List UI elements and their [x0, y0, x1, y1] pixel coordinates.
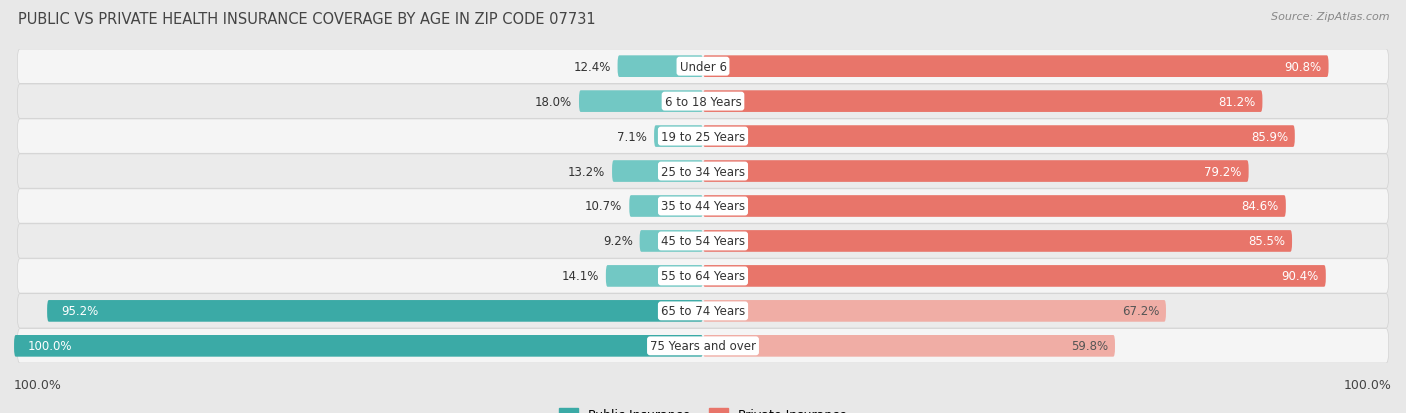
- FancyBboxPatch shape: [703, 266, 1326, 287]
- FancyBboxPatch shape: [703, 230, 1292, 252]
- FancyBboxPatch shape: [17, 50, 1389, 84]
- Text: 100.0%: 100.0%: [14, 378, 62, 391]
- FancyBboxPatch shape: [617, 56, 703, 78]
- FancyBboxPatch shape: [579, 91, 703, 113]
- FancyBboxPatch shape: [14, 335, 703, 357]
- FancyBboxPatch shape: [17, 329, 1389, 363]
- Text: 18.0%: 18.0%: [534, 95, 572, 108]
- FancyBboxPatch shape: [703, 56, 1329, 78]
- Text: 9.2%: 9.2%: [603, 235, 633, 248]
- Legend: Public Insurance, Private Insurance: Public Insurance, Private Insurance: [554, 404, 852, 413]
- FancyBboxPatch shape: [48, 300, 703, 322]
- FancyBboxPatch shape: [630, 196, 703, 217]
- Text: 67.2%: 67.2%: [1122, 305, 1159, 318]
- Text: 95.2%: 95.2%: [60, 305, 98, 318]
- Text: 19 to 25 Years: 19 to 25 Years: [661, 130, 745, 143]
- Text: 59.8%: 59.8%: [1071, 339, 1108, 352]
- Text: 55 to 64 Years: 55 to 64 Years: [661, 270, 745, 283]
- Text: 14.1%: 14.1%: [561, 270, 599, 283]
- Text: 90.8%: 90.8%: [1285, 61, 1322, 74]
- FancyBboxPatch shape: [17, 259, 1389, 293]
- Text: 81.2%: 81.2%: [1218, 95, 1256, 108]
- FancyBboxPatch shape: [703, 161, 1249, 183]
- Text: 79.2%: 79.2%: [1205, 165, 1241, 178]
- FancyBboxPatch shape: [654, 126, 703, 147]
- Text: 65 to 74 Years: 65 to 74 Years: [661, 305, 745, 318]
- Text: 84.6%: 84.6%: [1241, 200, 1279, 213]
- Text: Under 6: Under 6: [679, 61, 727, 74]
- Text: 100.0%: 100.0%: [28, 339, 72, 352]
- Text: 85.9%: 85.9%: [1251, 130, 1288, 143]
- FancyBboxPatch shape: [17, 224, 1389, 259]
- FancyBboxPatch shape: [703, 300, 1166, 322]
- FancyBboxPatch shape: [640, 230, 703, 252]
- FancyBboxPatch shape: [703, 335, 1115, 357]
- Text: 75 Years and over: 75 Years and over: [650, 339, 756, 352]
- FancyBboxPatch shape: [17, 154, 1389, 189]
- Text: 90.4%: 90.4%: [1282, 270, 1319, 283]
- Text: 7.1%: 7.1%: [617, 130, 647, 143]
- Text: 100.0%: 100.0%: [1344, 378, 1392, 391]
- FancyBboxPatch shape: [17, 190, 1389, 223]
- FancyBboxPatch shape: [612, 161, 703, 183]
- Text: 25 to 34 Years: 25 to 34 Years: [661, 165, 745, 178]
- Text: Source: ZipAtlas.com: Source: ZipAtlas.com: [1271, 12, 1389, 22]
- Text: 6 to 18 Years: 6 to 18 Years: [665, 95, 741, 108]
- Text: 10.7%: 10.7%: [585, 200, 623, 213]
- FancyBboxPatch shape: [606, 266, 703, 287]
- FancyBboxPatch shape: [703, 126, 1295, 147]
- Text: 12.4%: 12.4%: [574, 61, 610, 74]
- Text: 85.5%: 85.5%: [1249, 235, 1285, 248]
- FancyBboxPatch shape: [17, 294, 1389, 328]
- Text: 13.2%: 13.2%: [568, 165, 605, 178]
- FancyBboxPatch shape: [703, 196, 1286, 217]
- Text: 45 to 54 Years: 45 to 54 Years: [661, 235, 745, 248]
- Text: 35 to 44 Years: 35 to 44 Years: [661, 200, 745, 213]
- Text: PUBLIC VS PRIVATE HEALTH INSURANCE COVERAGE BY AGE IN ZIP CODE 07731: PUBLIC VS PRIVATE HEALTH INSURANCE COVER…: [18, 12, 596, 27]
- FancyBboxPatch shape: [17, 120, 1389, 154]
- FancyBboxPatch shape: [17, 85, 1389, 119]
- FancyBboxPatch shape: [703, 91, 1263, 113]
